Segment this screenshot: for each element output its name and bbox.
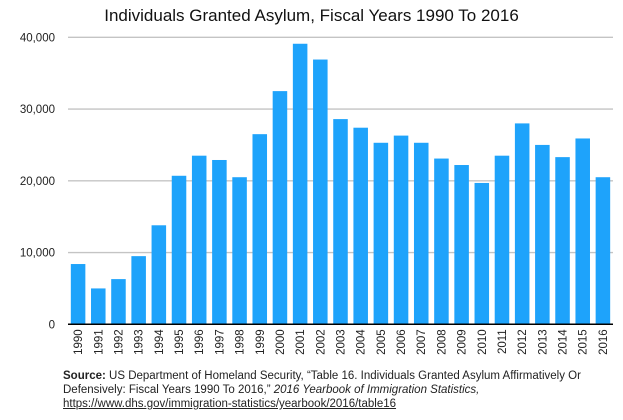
bar-2001 <box>292 43 308 325</box>
bar-1998 <box>232 177 247 325</box>
bar-2007 <box>413 142 429 325</box>
bar-2015 <box>575 138 590 325</box>
x-tick-label: 2011 <box>497 329 509 354</box>
bar-1996 <box>191 155 207 325</box>
x-tick-label: 2005 <box>376 329 388 355</box>
bar-2002 <box>313 59 328 325</box>
bar-2003 <box>333 119 348 325</box>
x-tick-label: 2001 <box>295 329 307 355</box>
bar-2009 <box>454 165 469 325</box>
x-tick-label: 2012 <box>517 329 529 355</box>
source-note: Source: US Department of Homeland Securi… <box>63 369 623 411</box>
bar-2004 <box>353 127 368 325</box>
bar-2012 <box>514 123 530 325</box>
x-tick-label: 1994 <box>154 329 166 355</box>
bar-2010 <box>474 182 490 325</box>
bar-2016 <box>595 177 611 325</box>
x-tick-label: 1991 <box>93 329 105 355</box>
x-tick-label: 1997 <box>214 329 226 355</box>
bar-2008 <box>434 158 449 325</box>
chart-title: Individuals Granted Asylum, Fiscal Years… <box>104 6 519 25</box>
y-tick-label: 40,000 <box>20 32 55 44</box>
bar-1994 <box>151 225 167 325</box>
x-tick-label: 2015 <box>578 329 590 355</box>
y-tick-label: 0 <box>49 319 55 331</box>
bar-2011 <box>494 155 510 325</box>
x-tick-label: 1996 <box>194 329 206 355</box>
x-tick-label: 2016 <box>598 329 610 355</box>
x-tick-label: 2008 <box>436 329 448 355</box>
bar-1992 <box>111 279 126 325</box>
x-tick-label: 1992 <box>113 329 125 355</box>
x-tick-label: 2003 <box>336 329 348 355</box>
bar-1995 <box>171 175 187 325</box>
source-label: Source: <box>63 370 106 382</box>
x-tick-label: 1998 <box>235 329 247 355</box>
x-tick-label: 2004 <box>356 329 368 355</box>
bar-1999 <box>252 134 268 325</box>
x-tick-label: 2009 <box>457 329 469 355</box>
x-tick-label: 1999 <box>255 329 267 355</box>
x-tick-label: 2000 <box>275 329 287 355</box>
source-publication: 2016 Yearbook of Immigration Statistics, <box>273 384 480 396</box>
x-tick-label: 2007 <box>416 329 428 355</box>
bar-2013 <box>535 144 550 325</box>
x-tick-label: 1990 <box>73 329 85 355</box>
x-tick-label: 1995 <box>174 329 186 355</box>
bar-2000 <box>272 91 288 325</box>
bar-1990 <box>70 264 86 325</box>
x-tick-label: 2006 <box>396 329 408 355</box>
source-link[interactable]: https://www.dhs.gov/immigration-statisti… <box>63 398 397 410</box>
bar-1997 <box>212 159 227 325</box>
source-text: US Department of Homeland Security, “Tab… <box>63 370 581 396</box>
bar-2005 <box>373 142 389 325</box>
y-tick-label: 10,000 <box>20 248 55 260</box>
x-tick-label: 2013 <box>537 329 549 355</box>
bar-1993 <box>131 256 146 325</box>
bar-2006 <box>393 135 409 325</box>
y-tick-label: 30,000 <box>20 104 55 116</box>
y-tick-label: 20,000 <box>20 176 55 188</box>
x-tick-label: 2014 <box>558 329 570 355</box>
x-tick-label: 1993 <box>134 329 146 355</box>
x-tick-label: 2002 <box>315 329 327 355</box>
bar-1991 <box>91 288 106 325</box>
bar-chart: 0 10,000 20,000 30,000 40,000 1990 1991 1992 199… <box>20 32 613 355</box>
bar-2014 <box>555 157 570 325</box>
x-tick-label: 2010 <box>477 329 489 355</box>
